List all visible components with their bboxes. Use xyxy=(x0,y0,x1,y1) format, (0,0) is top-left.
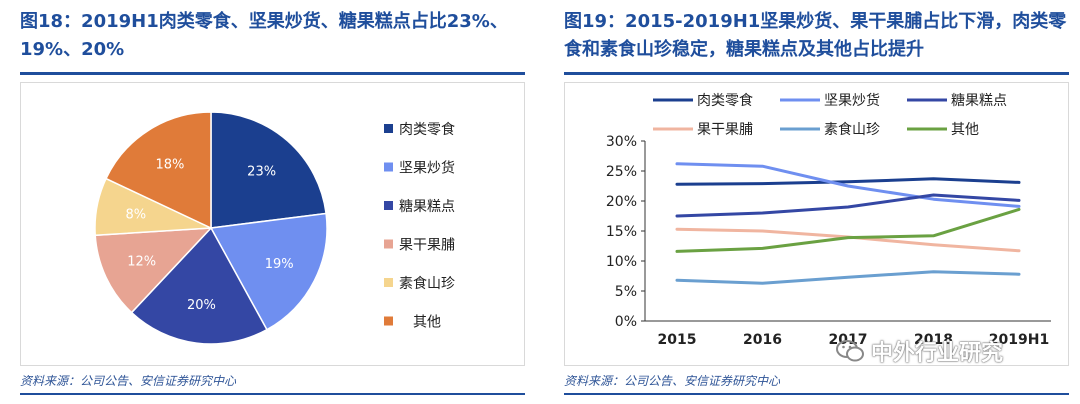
right-figure-panel: 图19：2015-2019H1坚果炒货、果干果脯占比下滑，肉类零食和素食山珍稳定… xyxy=(544,0,1080,404)
pie-legend-label-5: 素食山珍 xyxy=(399,275,455,292)
pie-data-label-4: 12% xyxy=(127,255,156,270)
pie-data-label-1: 23% xyxy=(247,165,276,180)
y-tick-label-2: 5% xyxy=(615,284,637,300)
line-legend-label-5: 素食山珍 xyxy=(824,121,880,138)
pie-slice-6 xyxy=(105,111,212,230)
pie-legend-swatch-3 xyxy=(384,201,393,210)
pie-legend-swatch-5 xyxy=(384,278,393,287)
y-tick-label-7: 30% xyxy=(606,134,637,150)
wechat-icon xyxy=(836,340,864,362)
right-source-note: 资料来源：公司公告、安信证券研究中心 xyxy=(564,374,781,388)
y-tick-label-3: 10% xyxy=(606,254,637,270)
pie-legend-label-4: 果干果脯 xyxy=(399,238,455,254)
series-line-6 xyxy=(675,207,1021,253)
pie-legend-label-6: 其他 xyxy=(413,315,441,331)
pie-legend-swatch-6 xyxy=(384,316,393,326)
pie-legend-label-2: 坚果炒货 xyxy=(399,160,455,177)
pie-legend-swatch-4 xyxy=(384,239,393,249)
right-bottom-rule xyxy=(564,393,1069,395)
series-line-2 xyxy=(675,162,1021,208)
pie-legend-label-3: 糖果糕点 xyxy=(399,199,455,215)
line-legend-label-3: 糖果糕点 xyxy=(951,93,1007,109)
pie-slice-4 xyxy=(94,227,213,314)
left-source-note: 资料来源：公司公告、安信证券研究中心 xyxy=(20,374,237,388)
line-legend-label-1: 肉类零食 xyxy=(697,92,753,109)
x-tick-label-5: 2019H1 xyxy=(989,332,1049,348)
y-tick-label-1: 0% xyxy=(615,314,637,330)
series-line-1 xyxy=(675,177,1021,186)
series-line-5 xyxy=(675,270,1021,285)
line-legend-label-2: 坚果炒货 xyxy=(824,92,880,109)
pie-legend-swatch-2 xyxy=(384,162,393,172)
line-chart-frame: 0% 5% 10% 15% 20% 25% 30% 2015 2016 2017 2018 2019H… xyxy=(564,82,1069,366)
watermark-text: 中外行业研究 xyxy=(871,341,1004,366)
pie-slice-1 xyxy=(210,111,327,229)
left-figure-panel: 图18：2019H1肉类零食、坚果炒货、糖果糕点占比23%、19%、20% 23… xyxy=(0,0,536,404)
x-tick-label-2: 2016 xyxy=(743,332,782,348)
pie-legend-label-1: 肉类零食 xyxy=(399,121,455,138)
watermark: 中外行业研究 xyxy=(835,333,1003,369)
pie-data-label-2: 19% xyxy=(265,257,294,272)
line-chart: 0%5%10%15%20%25%30%2015 2016 2017 2018 2019H… xyxy=(606,92,1051,348)
pie-slice-3 xyxy=(130,226,268,345)
left-bottom-rule xyxy=(20,393,525,395)
pie-data-label-5: 8% xyxy=(125,208,146,223)
line-legend-label-6: 其他 xyxy=(951,122,979,138)
left-figure-title: 图18：2019H1肉类零食、坚果炒货、糖果糕点占比23%、19%、20% xyxy=(20,11,508,60)
pie-chart-frame: 23% 19% 20% 12% 8% 18% 肉类零食坚果炒货糖果糕点果干果脯素食山珍其他 xyxy=(20,82,525,366)
y-tick-label-5: 20% xyxy=(606,194,637,210)
x-tick-label-4: 2018 xyxy=(914,332,953,348)
x-tick-label-1: 2015 xyxy=(658,332,697,348)
series-line-3 xyxy=(675,193,1021,218)
right-figure-title: 图19：2015-2019H1坚果炒货、果干果脯占比下滑，肉类零食和素食山珍稳定… xyxy=(564,11,1067,60)
pie-legend-swatch-1 xyxy=(384,124,393,133)
right-title-rule xyxy=(564,72,1069,75)
series-line-4 xyxy=(675,227,1021,253)
pie-slice-2 xyxy=(209,212,328,331)
y-tick-label-4: 15% xyxy=(606,224,637,240)
line-legend-label-4: 果干果脯 xyxy=(697,122,753,138)
left-title-rule xyxy=(20,72,525,75)
y-tick-label-6: 25% xyxy=(606,164,637,180)
pie-data-label-3: 20% xyxy=(187,298,216,313)
pie-data-label-6: 18% xyxy=(156,157,185,172)
